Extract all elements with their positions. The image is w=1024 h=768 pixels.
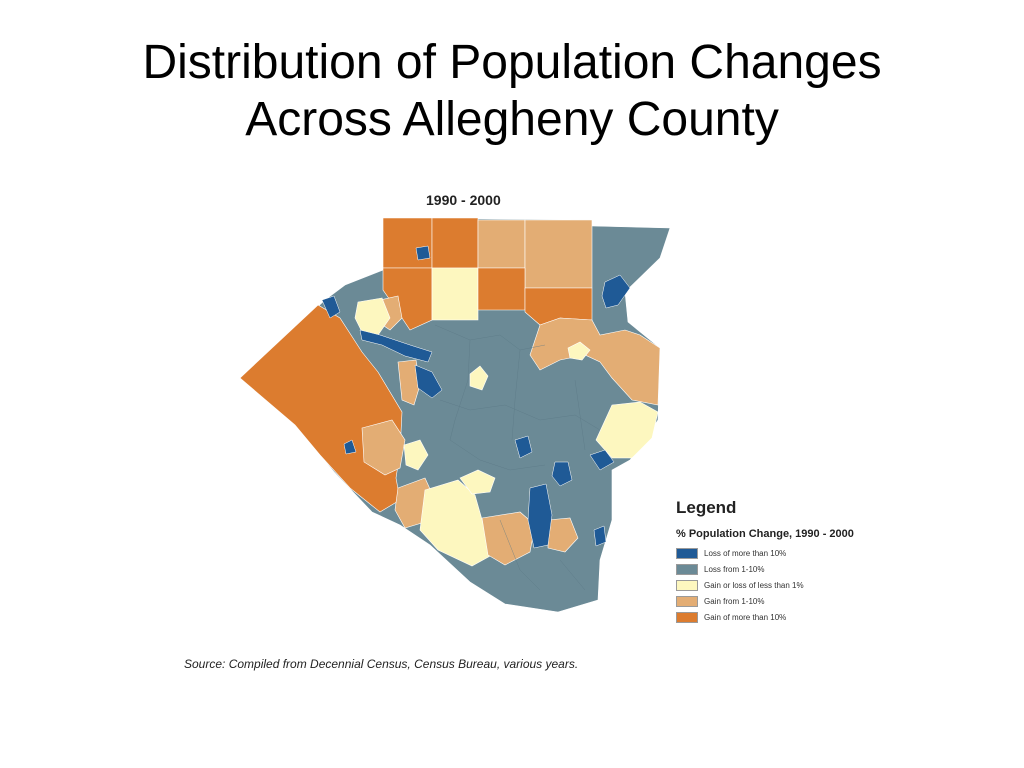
region-north-6 [431,267,479,321]
map-period-label: 1990 - 2000 [426,192,501,208]
region-loss-high-5 [551,461,573,487]
legend-item: Gain from 1-10% [676,593,896,609]
title-line-1: Distribution of Population Changes [142,36,882,89]
region-south-stable-2 [459,469,496,495]
region-loss-high-6 [514,435,533,459]
region-north-2 [431,217,479,269]
legend-label: Gain or loss of less than 1% [704,580,804,590]
region-westinner-gain-1 [397,359,421,406]
region-east-small-stable [567,341,591,361]
legend-item: Loss from 1-10% [676,561,896,577]
legend-label: Loss from 1-10% [704,564,765,574]
region-east-stable [595,401,659,459]
region-northeast-gain [529,317,661,406]
region-center-stable [469,365,489,391]
region-loss-high-7 [589,449,615,471]
legend-item: Gain of more than 10% [676,609,896,625]
slide-title: Distribution of Population Changes Acros… [0,34,1024,148]
region-westinner-gain-2 [361,419,406,476]
legend-label: Gain from 1-10% [704,596,765,606]
legend-swatch [676,547,698,559]
region-north-1 [382,217,433,269]
legend-label: Loss of more than 10% [704,548,787,558]
region-north-7 [477,267,526,311]
legend-swatch [676,579,698,591]
legend-swatch [676,595,698,607]
region-north-4 [524,219,593,289]
legend-swatch [676,611,698,623]
region-loss-high-9 [343,439,357,455]
legend-title: Legend [676,498,737,517]
region-loss-high-3 [601,274,631,309]
legend-swatch [676,563,698,575]
region-loss-high-4 [527,483,553,549]
region-north-3 [477,219,526,269]
map-legend: Legend % Population Change, 1990 - 2000 … [676,498,896,625]
region-loss-high-2 [414,364,443,399]
municipal-boundaries [434,324,601,591]
region-south-stable-1 [419,479,493,567]
title-line-2: Across Allegheny County [245,93,779,146]
region-southcentral-stable [403,439,429,471]
source-note: Source: Compiled from Decennial Census, … [184,657,579,671]
region-loss-high-10 [321,295,341,319]
legend-item: Gain or loss of less than 1% [676,577,896,593]
region-loss-high-11 [593,525,607,547]
legend-item: Loss of more than 10% [676,545,896,561]
region-loss-high-8 [415,245,431,261]
region-south-gain [481,511,536,566]
legend-label: Gain of more than 10% [704,612,787,622]
region-loss-high-1 [359,329,433,363]
legend-subtitle: % Population Change, 1990 - 2000 [676,528,854,540]
